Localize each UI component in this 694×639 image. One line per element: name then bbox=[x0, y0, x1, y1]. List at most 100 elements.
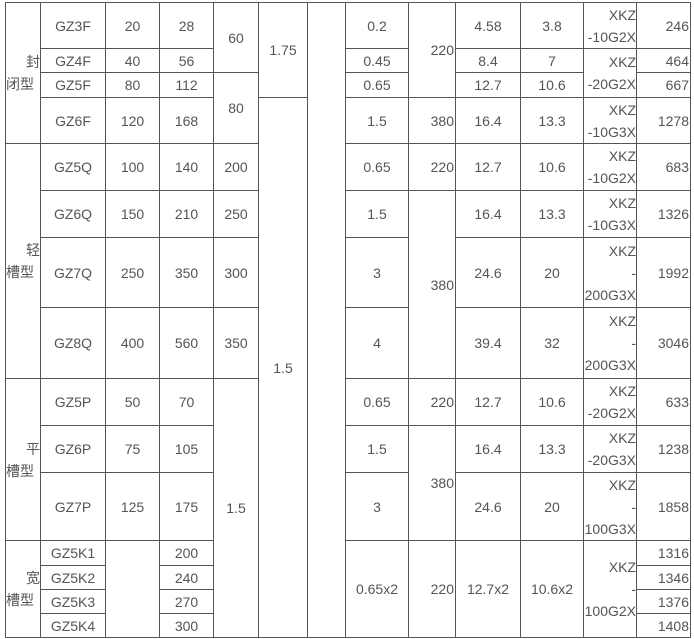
voltage-cell: 220 bbox=[408, 2, 456, 98]
value-cell: 16.4 bbox=[455, 425, 521, 473]
model-cell: GZ6P bbox=[40, 425, 106, 473]
cell-line: - bbox=[631, 581, 636, 597]
weight-cell: 683 bbox=[636, 143, 691, 191]
table-row: 平槽型 GZ5P 50 70 1.5 0.65 220 12.7 10.6 XKZ -20G2X 63… bbox=[5, 378, 691, 638]
table-row: 轻槽型 GZ5Q 100 140 200 0.65 220 12.7 10.6 XKZ -10G2X… bbox=[5, 143, 691, 379]
value-cell: 120 bbox=[105, 97, 160, 144]
cell-line: - bbox=[631, 498, 636, 515]
model-cell: GZ6F bbox=[40, 97, 106, 144]
cell-line: -10G2X bbox=[587, 28, 636, 45]
value-cell: 1.5 bbox=[345, 190, 409, 238]
value-cell: 13.3 bbox=[520, 97, 584, 144]
value-cell: 105 bbox=[159, 425, 214, 473]
value-cell: 0.45 bbox=[345, 48, 409, 73]
value-cell: 3 bbox=[345, 237, 409, 308]
controller-model-cell: XKZ -20G2X bbox=[583, 48, 637, 98]
value-cell: 12.7x2 bbox=[455, 540, 521, 638]
voltage-cell: 220 bbox=[408, 143, 456, 191]
controller-model-cell: XKZ - 200G3X bbox=[583, 307, 637, 379]
weight-cell: 1238 bbox=[636, 425, 691, 473]
voltage-cell: 380 bbox=[408, 97, 456, 144]
weight-cell: 1278 bbox=[636, 97, 691, 144]
value-cell: 1.5 bbox=[213, 378, 259, 638]
table-row: GZ4F 40 56 0.45 8.4 7 XKZ -20G2X 464 bbox=[6, 48, 691, 98]
cell-line: XKZ bbox=[608, 383, 636, 399]
table-row: GZ5K3 270 1376 bbox=[6, 589, 691, 614]
table-row: GZ5K2 240 1346 bbox=[6, 565, 691, 590]
cell-line: - bbox=[631, 264, 636, 281]
cell-line: -20G2X bbox=[587, 405, 636, 421]
model-cell: GZ5Q bbox=[40, 143, 106, 191]
table-row: GZ5F 80 112 80 0.65 12.7 10.6 667 bbox=[6, 72, 691, 144]
value-cell: 20 bbox=[105, 2, 160, 49]
value-cell: 24.6 bbox=[455, 472, 521, 541]
value-cell: 50 bbox=[105, 378, 160, 426]
model-cell: GZ5P bbox=[40, 378, 106, 426]
model-cell: GZ5K4 bbox=[40, 613, 106, 638]
value-cell: 4.58 bbox=[455, 2, 521, 49]
cell-line: 槽型 bbox=[6, 462, 35, 479]
value-cell: 300 bbox=[213, 237, 259, 308]
table-row: GZ6Q 150 210 250 1.5 380 16.4 13.3 XKZ -10G3X 1326 bbox=[6, 190, 691, 379]
value-cell: 0.2 bbox=[345, 2, 409, 49]
value-cell: 300 bbox=[159, 613, 214, 638]
value-cell: 0.65 bbox=[345, 72, 409, 98]
weight-cell: 1326 bbox=[636, 190, 691, 238]
value-cell: 70 bbox=[159, 378, 214, 426]
value-cell: 125 bbox=[105, 472, 160, 541]
model-cell: GZ5K3 bbox=[40, 589, 106, 614]
cell-line: 槽型 bbox=[6, 264, 35, 280]
cell-line: -10G2X bbox=[587, 170, 636, 186]
weight-cell: 3046 bbox=[636, 307, 691, 379]
value-cell: 1.5 bbox=[345, 425, 409, 473]
value-cell: 13.3 bbox=[520, 190, 584, 238]
weight-cell: 667 bbox=[636, 72, 691, 98]
cell-line: XKZ bbox=[608, 476, 636, 493]
value-cell: 10.6 bbox=[520, 143, 584, 191]
controller-model-cell: XKZ -20G3X bbox=[583, 425, 637, 473]
value-cell: 20 bbox=[520, 237, 584, 308]
controller-model-cell: XKZ - 100G3X bbox=[583, 472, 637, 541]
cell-line: 宽 bbox=[26, 570, 40, 586]
cell-line: -20G2X bbox=[587, 76, 636, 92]
value-cell: 150 bbox=[105, 190, 160, 238]
value-cell: 75 bbox=[105, 425, 160, 473]
cell-line: 平 bbox=[26, 440, 40, 457]
value-cell: 40 bbox=[105, 48, 160, 73]
cell-line: XKZ bbox=[608, 54, 636, 70]
weight-cell: 1858 bbox=[636, 472, 691, 541]
value-cell: 60 bbox=[213, 2, 259, 73]
controller-model-cell: XKZ -10G2X bbox=[583, 143, 637, 191]
value-cell: 240 bbox=[159, 565, 214, 590]
weight-cell: 246 bbox=[636, 2, 691, 49]
value-cell: 39.4 bbox=[455, 307, 521, 379]
cell-line: XKZ bbox=[608, 148, 636, 164]
table-row: GZ8Q 400 560 350 4 39.4 32 XKZ - 200G3X 3046 bbox=[6, 307, 691, 379]
value-cell: 80 bbox=[213, 72, 259, 144]
controller-model-cell: XKZ -10G3X bbox=[583, 190, 637, 238]
weight-cell: 1992 bbox=[636, 237, 691, 308]
cell-line: 轻 bbox=[26, 242, 40, 258]
value-cell: 12.7 bbox=[455, 378, 521, 426]
value-cell: 80 bbox=[105, 72, 160, 98]
cell-line: XKZ bbox=[608, 6, 636, 23]
value-cell: 560 bbox=[159, 307, 214, 379]
voltage-cell: 380 bbox=[408, 190, 456, 379]
cell-line: 闭型 bbox=[6, 76, 35, 92]
cell-line: XKZ bbox=[608, 559, 636, 575]
category-cell: 轻槽型 bbox=[5, 143, 41, 379]
value-cell: 1.75 bbox=[258, 2, 308, 98]
empty-cell bbox=[307, 2, 346, 638]
controller-model-cell: XKZ -10G2X bbox=[583, 2, 637, 49]
cell-line: -10G3X bbox=[587, 123, 636, 140]
value-cell: 0.65x2 bbox=[345, 540, 409, 638]
cell-line: 200G3X bbox=[584, 357, 636, 373]
cell-line: XKZ bbox=[608, 195, 636, 211]
cell-line: -20G3X bbox=[587, 452, 636, 468]
value-cell: 12.7 bbox=[455, 143, 521, 191]
weight-cell: 1376 bbox=[636, 589, 691, 614]
value-cell: 168 bbox=[159, 97, 214, 144]
weight-cell: 464 bbox=[636, 48, 691, 73]
value-cell: 270 bbox=[159, 589, 214, 614]
value-cell: 0.65 bbox=[345, 378, 409, 426]
